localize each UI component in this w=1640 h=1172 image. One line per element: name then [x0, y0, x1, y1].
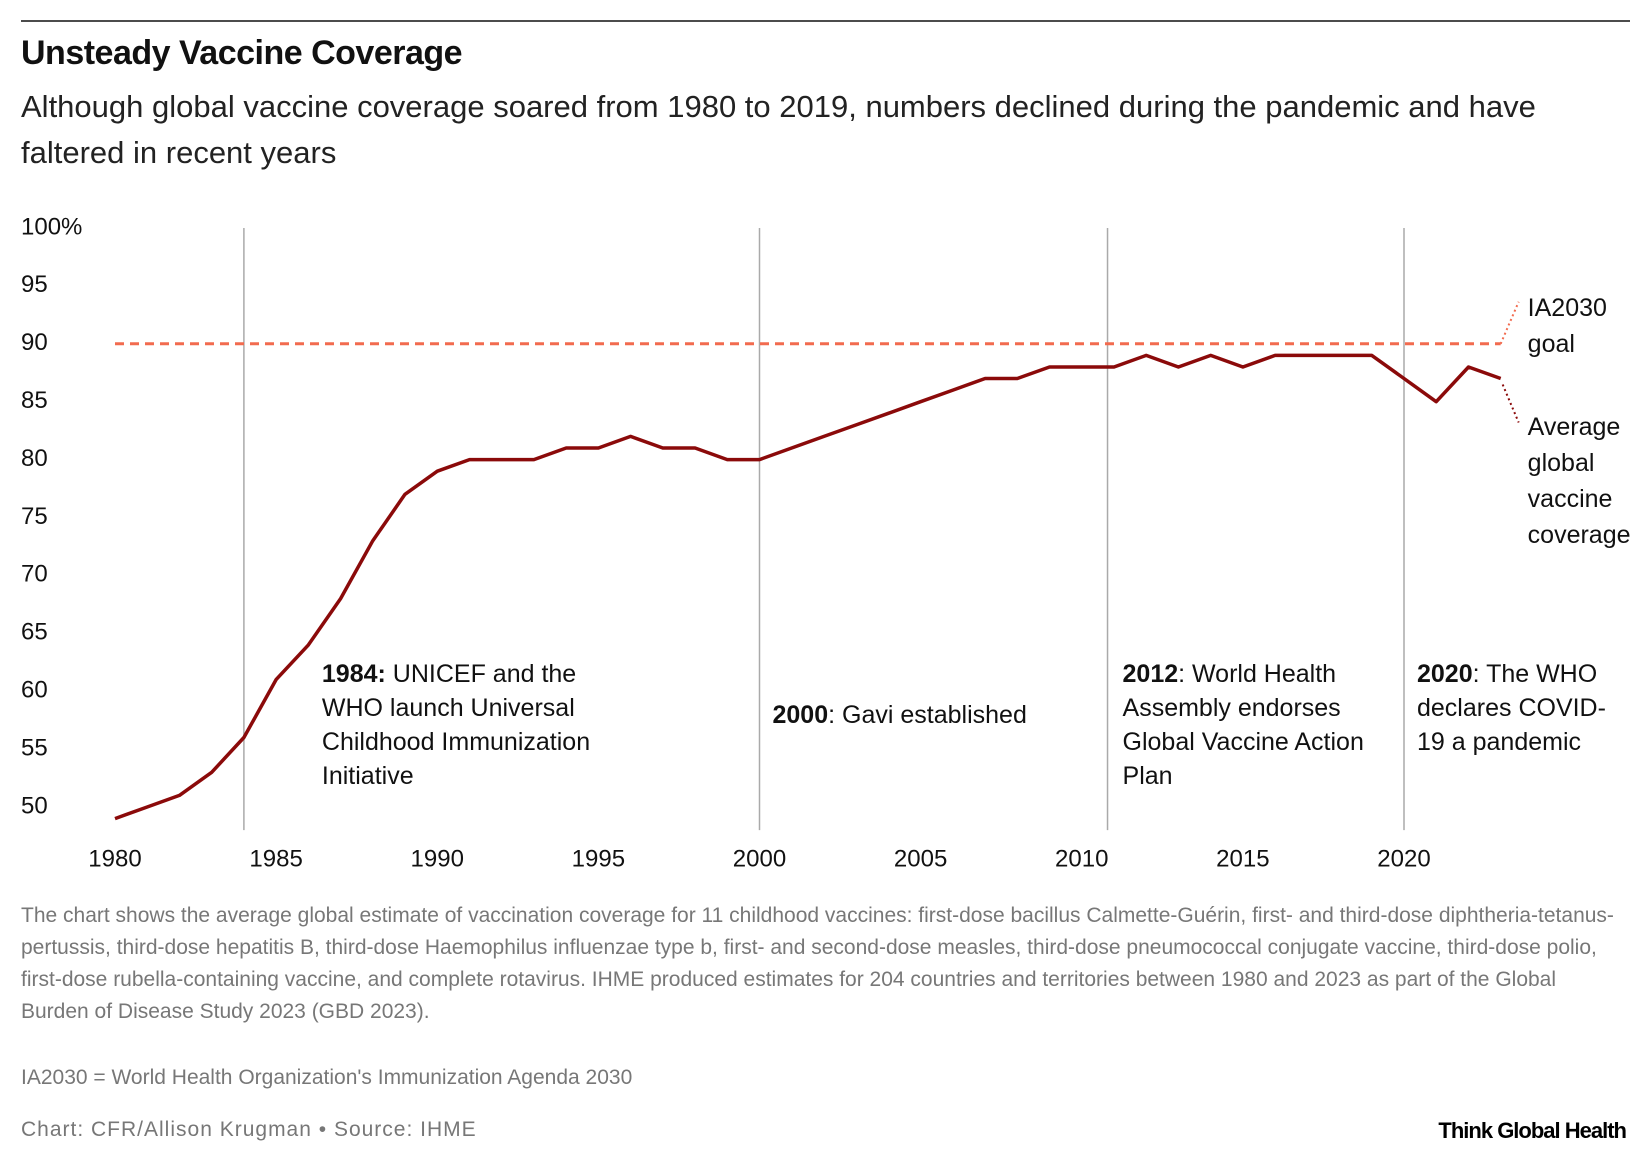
annotation: 1984: UNICEF and the WHO launch Universa…	[322, 657, 622, 793]
annotation-bold: 2012	[1122, 660, 1179, 688]
goal-connector	[1499, 301, 1520, 345]
legend-label: Average global vaccine coverage	[1527, 412, 1631, 549]
y-tick-label: 80	[21, 445, 48, 472]
series-line	[114, 353, 1502, 821]
annotation-text: : The WHO declares COVID-19 a pandemic	[1417, 660, 1606, 756]
y-tick-label: 75	[21, 503, 48, 530]
annotation-text: : Gavi established	[828, 701, 1027, 729]
annotation: 2000: Gavi established	[773, 698, 1093, 732]
annotation-text: : World Health Assembly endorses Global …	[1122, 660, 1364, 790]
goal-label: IA2030 goal	[1527, 293, 1607, 358]
y-tick-label: 85	[21, 387, 48, 414]
annotation-text: UNICEF and the WHO launch Universal Chil…	[321, 660, 591, 790]
x-tick-label: 1990	[411, 846, 464, 873]
x-tick-label: 1985	[249, 846, 302, 873]
y-tick-label: 65	[21, 619, 48, 646]
x-tick-label: 1995	[572, 846, 625, 873]
annotation-bold: 2020	[1417, 660, 1473, 688]
annotation: 2020: The WHO declares COVID-19 a pandem…	[1417, 657, 1622, 759]
x-tick-label: 2010	[1055, 846, 1108, 873]
y-tick-label: 95	[21, 271, 48, 298]
footnote: The chart shows the average global estim…	[21, 904, 1614, 1023]
x-tick-label: 1980	[88, 846, 141, 873]
annotation-bold: 1984:	[321, 660, 386, 688]
annotation-bold: 2000	[772, 701, 829, 729]
y-tick-label: 50	[21, 792, 48, 819]
x-tick-label: 2005	[894, 846, 947, 873]
x-tick-label: 2020	[1377, 846, 1430, 873]
chart-subtitle: Although global vaccine coverage soared …	[21, 89, 1536, 170]
x-tick-label: 2000	[733, 846, 786, 873]
x-tick-label: 2015	[1216, 846, 1269, 873]
annotation: 2012: World Health Assembly endorses Glo…	[1123, 657, 1385, 793]
y-tick-label: 55	[21, 734, 48, 761]
y-tick-label: 60	[21, 677, 48, 704]
chart-title: Unsteady Vaccine Coverage	[21, 34, 463, 72]
series-connector	[1501, 384, 1520, 423]
credit: Chart: CFR/Allison Krugman • Source: IHM…	[21, 1118, 477, 1141]
brand-logo: Think Global Health	[1438, 1118, 1627, 1143]
y-tick-label: 90	[21, 329, 48, 356]
abbreviation-note: IA2030 = World Health Organization's Imm…	[21, 1066, 633, 1089]
y-tick-label: 100%	[21, 213, 82, 240]
y-tick-label: 70	[21, 561, 48, 588]
